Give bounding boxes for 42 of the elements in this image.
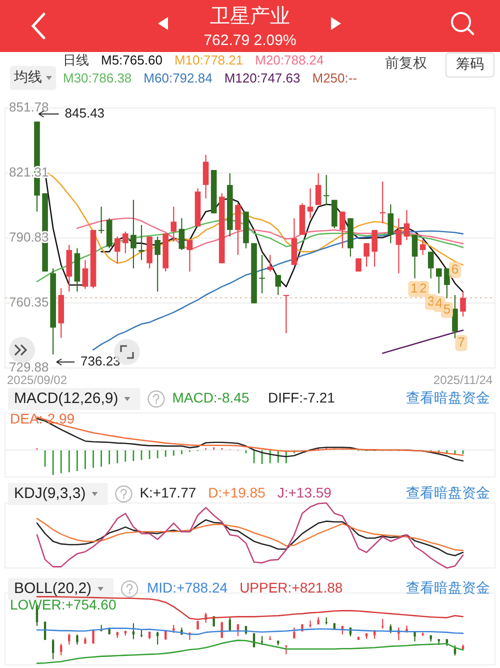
annotation: 4 [435,295,443,310]
series-label: K:+17.77 [140,484,196,501]
annotation: 3 [427,293,435,308]
text: 前复权 [385,54,427,71]
series-label: UPPER:+821.88 [240,580,343,596]
annotation: 845.43 [64,105,105,120]
series-label: J:+13.59 [277,484,332,501]
x-tick-label: 2025/09/02 [6,373,68,388]
annotation: 1 [410,280,418,296]
text: 查看暗盘资金 [406,580,490,596]
annotation: 7 [458,334,465,350]
text: M30:786.38 [63,70,132,86]
annotation: 6 [451,261,459,276]
annotation: 2 [419,280,427,296]
series-label: DEA:-2.99 [10,410,75,427]
text: 查看暗盘资金 [406,484,490,501]
annotation: 736.23 [80,353,120,368]
chart-title: KDJ(9,3,3) [14,484,86,502]
series-label: D:+19.85 [208,484,266,501]
y-tick-label: 760.35 [9,294,49,310]
chart-title: MACD(12,26,9) [14,390,118,407]
annotation: 5 [443,301,451,316]
text: 筹码 [456,56,484,72]
x-tick-label: 2025/11/24 [433,373,493,388]
chart-title: 卫星产业 [210,5,290,28]
text: M20:788.24 [255,52,324,68]
text: M60:792.84 [144,70,212,86]
text: MACD:-8.45 [172,390,250,406]
text: 查看暗盘资金 [406,390,490,406]
text: DIFF:-7.21 [268,390,336,406]
text: M5:765.60 [101,52,162,68]
y-tick-label: 851.78 [9,99,49,114]
chart-title: BOLL(20,2) [14,580,92,597]
chart-subtitle: 762.79 2.09% [204,32,296,49]
text: MID:+788.24 [147,580,228,596]
text: M120:747.63 [224,70,300,86]
text: M10:778.21 [174,52,244,68]
legend-label: M250:-- [312,70,358,86]
text: 日线 [63,52,89,68]
y-tick-label: 729.88 [9,359,49,374]
text: LOWER:+754.60 [10,596,116,613]
text: 均线 [13,68,42,85]
